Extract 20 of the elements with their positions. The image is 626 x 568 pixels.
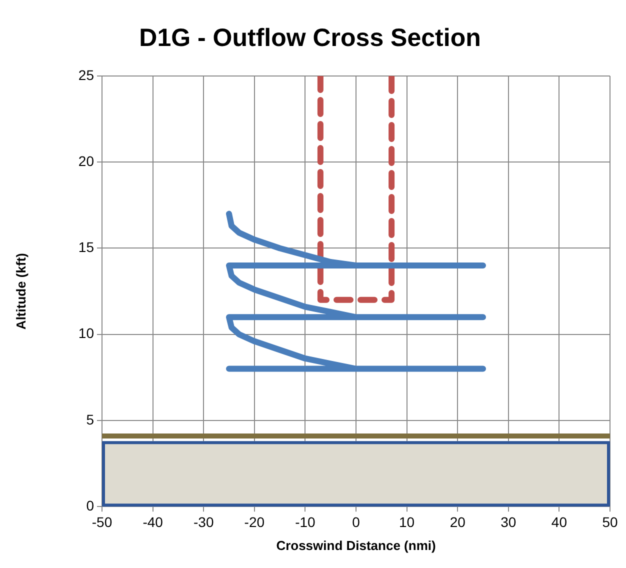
y-tick-label: 10 xyxy=(78,325,94,342)
y-tick-label: 0 xyxy=(86,497,94,514)
x-tick-label: -20 xyxy=(244,514,265,530)
x-tick-label: 20 xyxy=(450,514,466,530)
x-axis-title: Crosswind Distance (nmi) xyxy=(276,538,436,553)
x-tick-label: 50 xyxy=(602,514,618,530)
x-tick-label: -30 xyxy=(193,514,214,530)
x-tick-label: 40 xyxy=(551,514,568,530)
y-tick-label: 20 xyxy=(78,152,94,169)
y-tick-label: 5 xyxy=(86,411,94,428)
y-tick-label: 15 xyxy=(78,239,94,256)
x-tick-label: -50 xyxy=(92,514,112,530)
y-axis-title: Altitude (kft) xyxy=(13,253,28,330)
x-tick-label: 10 xyxy=(399,514,415,530)
chart-title: D1G - Outflow Cross Section xyxy=(139,24,481,52)
x-tick-label: -10 xyxy=(295,514,316,530)
x-tick-label: 0 xyxy=(352,514,360,530)
x-tick-label: -40 xyxy=(142,514,164,530)
x-tick-label: 30 xyxy=(500,514,516,530)
y-tick-label: 25 xyxy=(78,66,94,83)
